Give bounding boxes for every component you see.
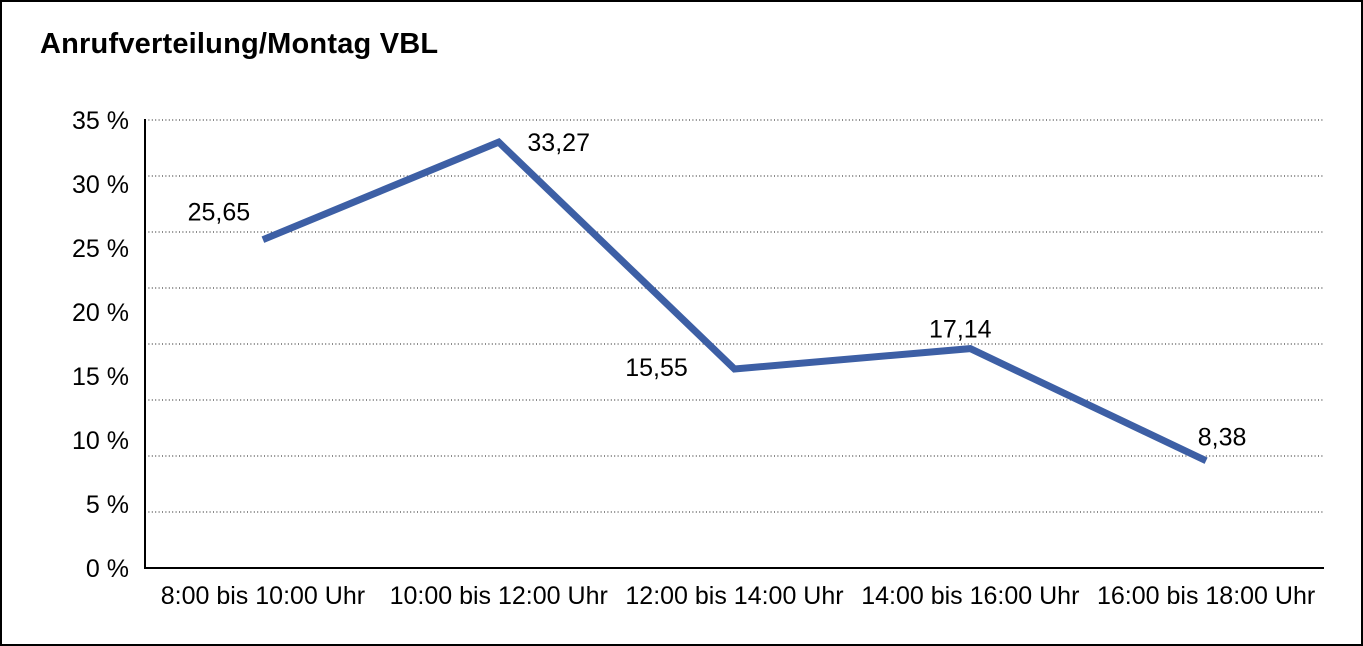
x-tick-label: 16:00 bis 18:00 Uhr <box>1097 582 1315 610</box>
y-tick-label: 35 % <box>72 107 129 135</box>
y-tick-label: 0 % <box>86 555 129 583</box>
y-tick-label: 30 % <box>72 171 129 199</box>
y-tick-label: 10 % <box>72 427 129 455</box>
data-point-label: 8,38 <box>1198 424 1247 452</box>
data-point-label: 17,14 <box>929 316 992 344</box>
data-line <box>261 138 1208 464</box>
chart-title: Anrufverteilung/Montag VBL <box>40 28 439 60</box>
y-tick-label: 20 % <box>72 299 129 327</box>
y-tick-label: 5 % <box>86 491 129 519</box>
data-point-label: 33,27 <box>527 129 590 157</box>
x-tick-label: 8:00 bis 10:00 Uhr <box>161 582 365 610</box>
data-point-label: 25,65 <box>188 199 251 227</box>
y-tick-label: 15 % <box>72 363 129 391</box>
x-tick-label: 14:00 bis 16:00 Uhr <box>861 582 1079 610</box>
data-point-label: 15,55 <box>625 354 688 382</box>
x-tick-label: 12:00 bis 14:00 Uhr <box>625 582 843 610</box>
y-tick-label: 25 % <box>72 235 129 263</box>
x-tick-label: 10:00 bis 12:00 Uhr <box>390 582 608 610</box>
